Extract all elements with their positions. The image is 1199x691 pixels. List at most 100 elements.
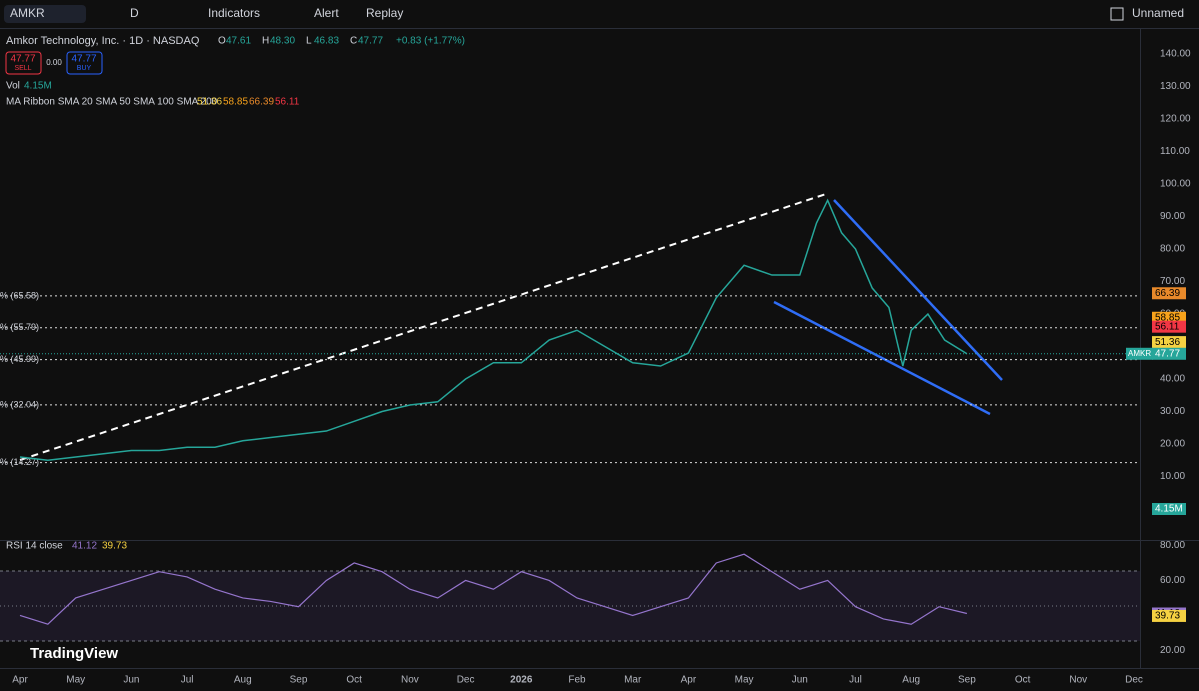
x-tick-label: Jul	[181, 675, 194, 686]
y-tick-label: 30.00	[1160, 406, 1185, 417]
ma-badge	[1152, 320, 1186, 333]
indicators[interactable]: Indicators	[208, 6, 260, 20]
y-tick-label: 110.00	[1160, 146, 1190, 157]
x-tick-label: May	[66, 675, 85, 686]
vol-badge-text: 4.15M	[1155, 504, 1183, 515]
x-tick-label: Feb	[568, 675, 586, 686]
ma-value: 51.36	[197, 97, 222, 108]
ohlc-key: O	[218, 36, 226, 47]
x-tick-label: Nov	[401, 675, 419, 686]
ohlc-key: L	[306, 36, 312, 47]
spread: 0.00	[46, 58, 62, 67]
ohlc-key: H	[262, 36, 269, 47]
buy-button[interactable]	[66, 51, 103, 75]
change: +0.83 (+1.77%)	[396, 36, 465, 47]
close-badge-text: 47.77	[1155, 348, 1180, 359]
x-tick-label: Nov	[1069, 675, 1087, 686]
fib-label: % (32.04)	[0, 399, 39, 409]
ma-label: MA Ribbon SMA 20 SMA 50 SMA 100 SMA 200	[6, 97, 218, 108]
x-tick-label: Jun	[792, 675, 808, 686]
rsi-value: 41.12	[72, 541, 97, 552]
rsi-tick-label: 80.00	[1160, 540, 1185, 551]
ohlc-value: 46.83	[314, 36, 339, 47]
ask[interactable]: 47.77	[71, 54, 96, 65]
y-tick-label: 100.00	[1160, 179, 1191, 190]
y-tick-label: 90.00	[1160, 211, 1185, 222]
ma-badge-text: 51.36	[1155, 337, 1180, 348]
x-tick-label: May	[735, 675, 754, 686]
y-tick-label: 120.00	[1160, 114, 1191, 125]
x-tick-label: Apr	[681, 675, 697, 686]
ma-value: 58.85	[223, 97, 248, 108]
y-tick-label: 20.00	[1160, 439, 1185, 450]
rsi-label: RSI 14 close	[6, 541, 63, 552]
x-tick-label: Jun	[123, 675, 139, 686]
close-badge	[1152, 347, 1186, 360]
x-tick-label: Dec	[457, 675, 475, 686]
rsi-badge-text: 39.73	[1155, 611, 1180, 622]
x-tick-label: Dec	[1125, 675, 1143, 686]
symbol[interactable]: AMKR	[10, 6, 45, 20]
ma-value: 56.11	[275, 97, 300, 108]
y-tick-label: 70.00	[1160, 276, 1185, 287]
sell[interactable]: SELL	[14, 65, 31, 72]
ma-value: 66.39	[249, 97, 274, 108]
alert[interactable]: Alert	[314, 6, 339, 20]
replay[interactable]: Replay	[366, 6, 403, 20]
x-tick-label: Aug	[902, 675, 920, 686]
legend-title: Amkor Technology, Inc. · 1D · NASDAQ	[6, 35, 200, 47]
ohlc-value: 48.30	[270, 36, 295, 47]
ma-badge	[1152, 336, 1186, 349]
rsi-tick-label: 60.00	[1160, 575, 1185, 586]
x-tick-label: Oct	[1015, 675, 1031, 686]
logo: TradingView	[30, 645, 118, 662]
x-tick-label: Oct	[346, 675, 362, 686]
toolbar	[0, 0, 1199, 28]
ma-badge	[1152, 287, 1186, 300]
symbol-badge	[1126, 347, 1153, 360]
x-tick-label: Jul	[849, 675, 862, 686]
vol-label: Vol	[6, 81, 20, 92]
ma-badge-text: 66.39	[1155, 288, 1180, 299]
rsi-tick-label: 20.00	[1160, 645, 1185, 656]
sell-button[interactable]	[5, 51, 42, 75]
fib-label: % (45.99)	[0, 354, 39, 364]
vol-value: 4.15M	[24, 81, 52, 92]
trend-dashed	[19, 193, 827, 461]
x-tick-label: 2026	[510, 675, 533, 686]
fib-label: % (14.27)	[0, 457, 39, 467]
y-tick-label: 40.00	[1160, 374, 1185, 385]
rsi-band	[0, 571, 1140, 641]
y-tick-label: 140.00	[1160, 49, 1191, 60]
fib-label: % (65.58)	[0, 290, 39, 300]
symbol-box[interactable]	[4, 5, 86, 23]
interval[interactable]: D	[130, 6, 139, 20]
vol-badge	[1152, 503, 1186, 515]
price-line	[19, 198, 968, 462]
checkbox[interactable]	[1110, 7, 1124, 21]
rsi-badge	[1152, 609, 1186, 622]
wedge-upper	[833, 199, 1003, 381]
x-tick-label: Sep	[290, 675, 308, 686]
ma-badge-text: 58.85	[1155, 312, 1180, 323]
x-tick-label: Apr	[12, 675, 28, 686]
x-tick-label: Sep	[958, 675, 976, 686]
ma-badge-text: 56.11	[1155, 321, 1180, 332]
x-tick-label: Mar	[624, 675, 642, 686]
layout-name[interactable]: Unnamed	[1132, 6, 1184, 20]
bid[interactable]: 47.77	[10, 54, 35, 65]
y-tick-label: 80.00	[1160, 244, 1185, 255]
ohlc-value: 47.61	[226, 36, 251, 47]
y-tick-label: 10.00	[1160, 471, 1185, 482]
buy[interactable]: BUY	[77, 65, 92, 72]
rsi-line	[19, 553, 968, 625]
x-tick-label: Aug	[234, 675, 252, 686]
fib-label: % (55.79)	[0, 322, 39, 332]
ohlc-key: C	[350, 36, 357, 47]
ohlc-value: 47.77	[358, 36, 383, 47]
y-tick-label: 130.00	[1160, 81, 1191, 92]
wedge-lower	[773, 300, 991, 416]
symbol-badge-text: AMKR	[1128, 349, 1151, 358]
